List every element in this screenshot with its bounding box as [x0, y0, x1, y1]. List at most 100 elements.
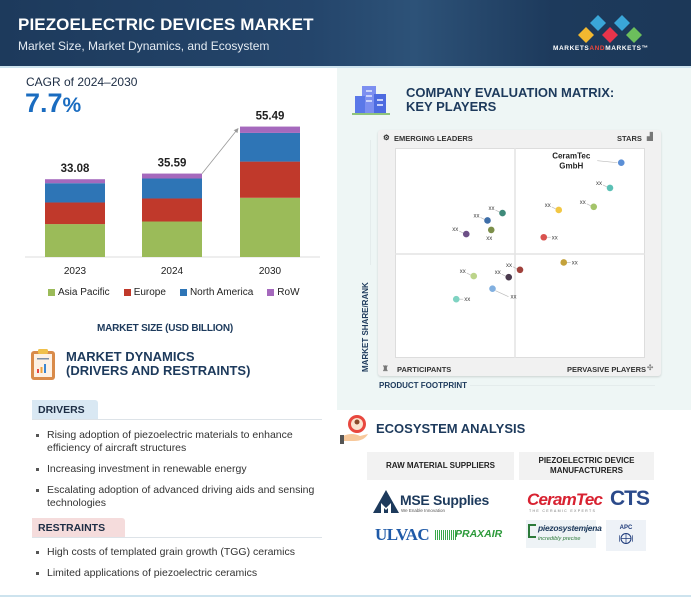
buildings-icon [352, 86, 390, 115]
company-point: xx [452, 295, 470, 303]
company-label: xx [511, 295, 517, 301]
company-label: xx [464, 297, 470, 303]
pervasive-players-icon: ✣ [647, 363, 654, 372]
piezosystemjena-logo: piezosystemjena incredibly precise [526, 520, 602, 548]
company-dot [606, 184, 614, 192]
company-dot [499, 209, 506, 217]
restraints-tag: RESTRAINTS [32, 518, 125, 537]
x-tick-label: 2023 [64, 266, 87, 277]
legend-item: North America [179, 287, 253, 298]
bar-segment-europe [240, 161, 300, 198]
company-dot [470, 272, 478, 280]
company-point: xx [580, 200, 598, 211]
restraints-divider [32, 537, 322, 538]
quadrant-participants: PARTICIPANTS [397, 365, 452, 374]
piezo-tagline: incredibly precise [538, 536, 581, 542]
marketsandmarkets-logo-icon [578, 15, 642, 43]
company-dot [462, 230, 470, 238]
footer-divider [0, 595, 691, 597]
company-label: xx [489, 206, 495, 212]
company-dot [487, 226, 495, 234]
page-title: PIEZOELECTRIC DEVICES MARKET [18, 15, 314, 34]
mse-tagline: We Enable Innovation [401, 508, 445, 513]
drivers-list: Rising adoption of piezoelectric materia… [35, 429, 325, 518]
ceramtec-tagline: THE CERAMIC EXPERTS [529, 509, 597, 513]
company-label: GmbH [559, 162, 583, 171]
company-point: xx [560, 259, 578, 266]
legend-swatch [48, 289, 55, 296]
legend-item: Asia Pacific [48, 287, 110, 298]
praxair-stripes [435, 530, 457, 540]
bar-segment-europe [142, 198, 202, 222]
page-subtitle: Market Size, Market Dynamics, and Ecosys… [18, 39, 270, 53]
bar-total-label: 35.59 [158, 158, 187, 170]
company-point: xx [540, 233, 558, 241]
company-dot [617, 159, 625, 166]
company-dot [540, 233, 548, 241]
x-axis-line [470, 385, 655, 386]
company-label: xx [596, 181, 602, 187]
mse-brand: MSE Supplies [400, 492, 489, 508]
emerging-leaders-icon: ⚙ [383, 133, 390, 142]
stars-icon: ▟ [647, 132, 653, 141]
company-point: xx [596, 181, 614, 192]
driver-item: Escalating adoption of advanced driving … [35, 484, 325, 510]
quadrant-stars: STARS [617, 134, 642, 143]
company-point: xx [460, 269, 478, 280]
driver-item: Rising adoption of piezoelectric materia… [35, 429, 325, 455]
company-point: xx [452, 227, 470, 238]
raw-material-suppliers-header: RAW MATERIAL SUPPLIERS [367, 452, 514, 480]
company-point: xx [545, 203, 563, 214]
company-dot [560, 259, 568, 266]
company-point: xx [474, 213, 491, 224]
driver-item: Increasing investment in renewable energ… [35, 463, 325, 476]
company-dot [489, 285, 496, 292]
legend-swatch [179, 289, 187, 296]
bar-segment-asia-pacific [45, 224, 105, 257]
restraints-list: High costs of templated grain growth (TG… [35, 546, 325, 588]
company-point: xx [489, 285, 517, 301]
x-axis-label: PRODUCT FOOTPRINT [379, 381, 467, 390]
chart-legend: Asia Pacific Europe North America RoW [48, 287, 300, 298]
x-tick-label: 2030 [259, 266, 282, 277]
evaluation-matrix-title: COMPANY EVALUATION MATRIX: KEY PLAYERS [406, 85, 615, 114]
company-dot [516, 266, 524, 274]
company-dot [505, 273, 513, 281]
bar-segment-row [142, 173, 202, 179]
apc-brand: APC [619, 525, 633, 531]
quadrant-pervasive-players: PERVASIVE PLAYERS [567, 365, 647, 374]
company-label: xx [580, 200, 586, 206]
restraint-item: High costs of templated grain growth (TG… [35, 546, 325, 559]
y-axis-label: MARKET SHARE/RANK [361, 282, 370, 372]
drivers-tag: DRIVERS [32, 400, 98, 419]
bar-segment-north-america [240, 132, 300, 162]
header-divider [0, 66, 691, 68]
company-point: xx [489, 206, 506, 217]
company-label: xx [452, 227, 458, 233]
drivers-divider [32, 419, 322, 420]
company-label: xx [572, 260, 578, 266]
praxair-brand: PRAXAIR [455, 528, 503, 540]
device-manufacturers-header: PIEZOELECTRIC DEVICE MANUFACTURERS [519, 452, 654, 480]
company-label: xx [486, 236, 492, 242]
mse-mountain-icon [373, 490, 399, 513]
company-label: xx [495, 270, 501, 276]
piezo-bracket-icon [528, 524, 536, 538]
ulvac-logo: ULVAC [375, 525, 430, 544]
market-size-chart: 33.08 2023 35.59 2024 55.49 2030 [25, 111, 320, 277]
market-dynamics-title: MARKET DYNAMICS (DRIVERS AND RESTRAINTS) [66, 349, 251, 378]
growth-arrow [201, 127, 239, 174]
company-dot [555, 206, 563, 214]
bar-segment-europe [45, 202, 105, 225]
bar-segment-row [45, 179, 105, 184]
company-dot [452, 295, 460, 303]
bar-segment-asia-pacific [240, 197, 300, 257]
piezo-brand: piezosystemjena [538, 523, 602, 533]
company-point: xx [486, 226, 495, 242]
cagr-value: 7.7% [25, 88, 82, 118]
company-label: xx [474, 213, 480, 219]
company-label: xx [460, 269, 466, 275]
company-dot [484, 217, 491, 224]
